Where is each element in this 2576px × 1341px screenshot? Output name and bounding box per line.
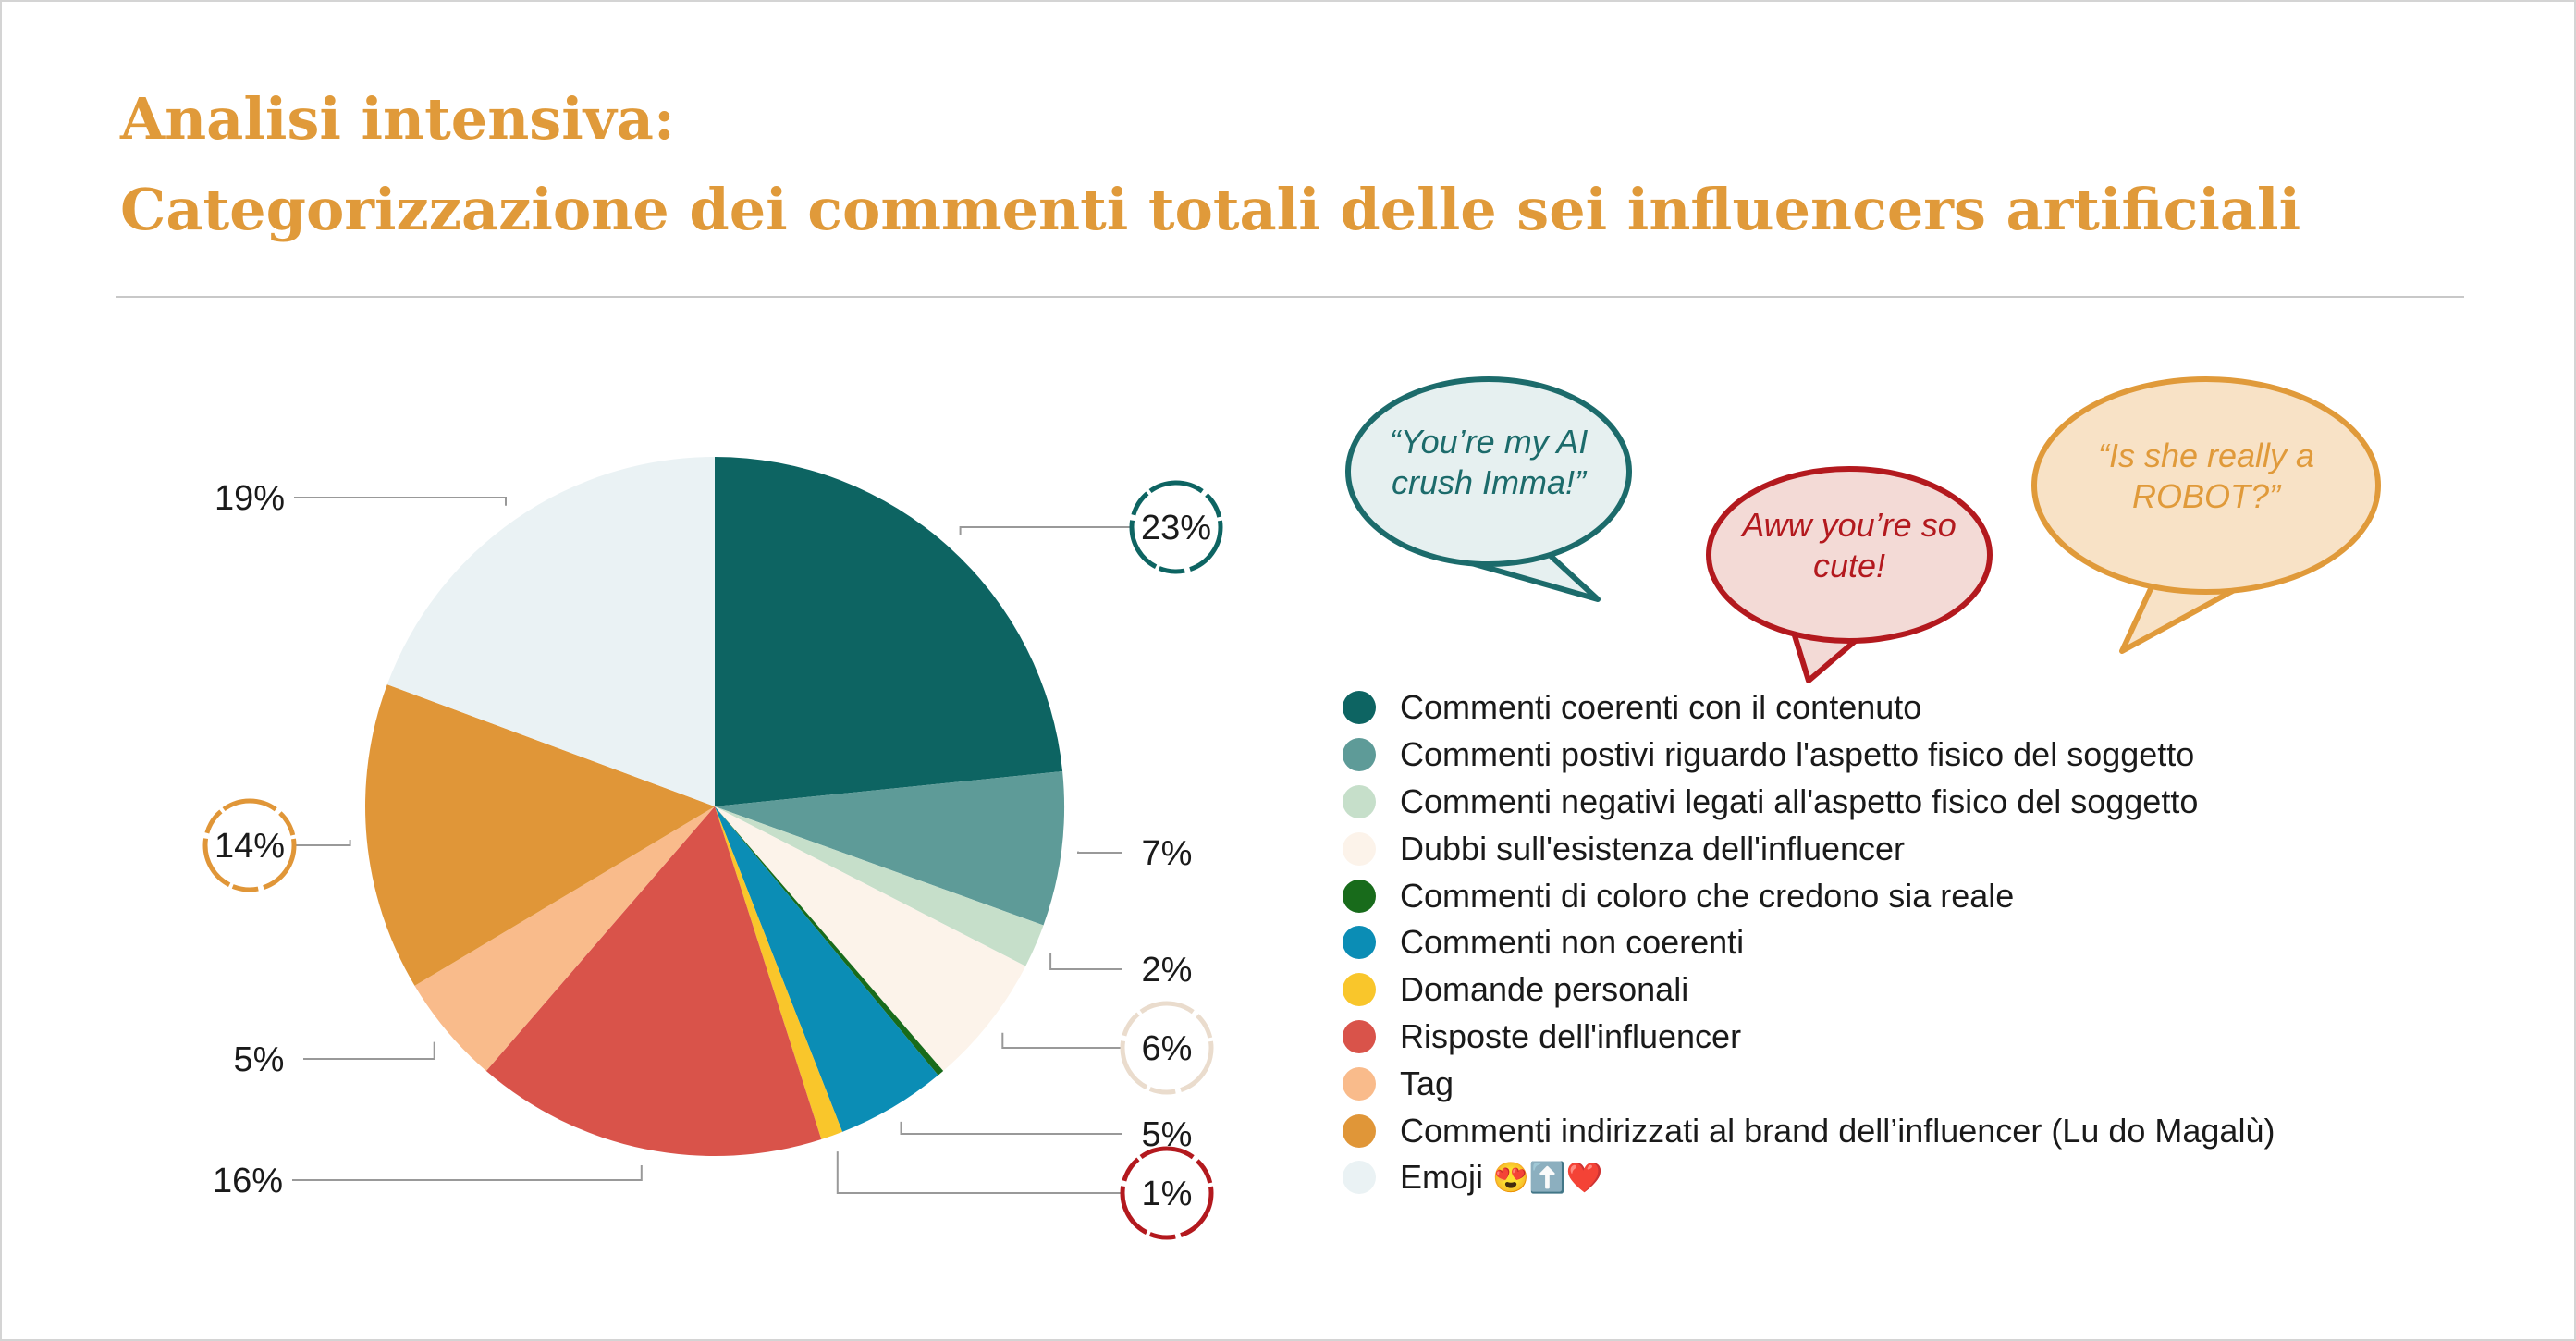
pie-slice xyxy=(365,684,715,986)
data-label: 7% xyxy=(1142,834,1193,873)
legend-item: Tag xyxy=(1343,1060,2275,1107)
legend-swatch xyxy=(1343,1066,1376,1101)
leader-line xyxy=(836,1151,1122,1194)
pie-slice xyxy=(715,806,843,1139)
data-label: 23% xyxy=(1141,509,1211,547)
legend-item: Commenti coerenti con il contenuto xyxy=(1343,684,2275,732)
legend-label: Commenti di coloro che credono sia reale xyxy=(1400,876,2015,915)
legend-label: Dubbi sull'esistenza dell'influencer xyxy=(1400,829,1906,867)
leader-line xyxy=(1001,1032,1122,1049)
legend-swatch xyxy=(1343,973,1376,1007)
data-label: 2% xyxy=(1142,951,1193,990)
pie-slice xyxy=(715,806,1044,966)
pie-slice xyxy=(715,806,938,1132)
data-label: 14% xyxy=(215,827,285,866)
legend-swatch xyxy=(1343,738,1376,772)
leader-line xyxy=(900,1121,1122,1135)
legend-label: Emoji xyxy=(1400,1158,1484,1197)
data-label: 5% xyxy=(234,1040,285,1079)
leader-lines xyxy=(292,497,1132,1194)
pie-slice xyxy=(715,457,1063,806)
legend-item: Risposte dell'influencer xyxy=(1343,1014,2275,1061)
title-divider xyxy=(116,296,2464,298)
highlight-circle xyxy=(202,798,297,892)
legend-swatch xyxy=(1343,831,1376,866)
chart-title: Analisi intensiva: xyxy=(120,85,675,153)
data-label: 19% xyxy=(215,479,285,518)
highlight-circle xyxy=(1120,1001,1214,1095)
bubble-text: ROBOT?” xyxy=(2132,477,2282,515)
legend-swatch xyxy=(1343,1161,1376,1195)
pie-slice xyxy=(715,806,1026,1071)
bubble-text: “Is she really a xyxy=(2098,437,2314,474)
legend-label: Commenti indirizzati al brand dell’influ… xyxy=(1400,1111,2275,1150)
legend-label: Risposte dell'influencer xyxy=(1400,1016,1742,1055)
pie-slice xyxy=(386,457,715,806)
label-highlight-circles xyxy=(202,480,1223,1240)
leader-line xyxy=(1049,953,1122,970)
legend-label: Commenti postivi riguardo l'aspetto fisi… xyxy=(1400,735,2195,774)
legend-swatch xyxy=(1343,926,1376,960)
legend-swatch xyxy=(1343,1113,1376,1148)
legend-item: Commenti non coerenti xyxy=(1343,919,2275,966)
leader-line xyxy=(303,1041,435,1060)
bubble-text: “You’re my AI xyxy=(1390,423,1589,461)
legend-label: Commenti non coerenti xyxy=(1400,923,1745,962)
bubble-text: Aww you’re so xyxy=(1740,506,1956,544)
data-label: 1% xyxy=(1142,1175,1193,1213)
legend-label: Commenti coerenti con il contenuto xyxy=(1400,688,1922,727)
legend-item: Domande personali xyxy=(1343,966,2275,1014)
legend-item: Emoji 😍⬆️❤️ xyxy=(1343,1154,2275,1201)
leader-line xyxy=(1077,851,1122,854)
legend-label: Commenti negativi legati all'aspetto fis… xyxy=(1400,781,2199,820)
leader-line xyxy=(294,840,351,846)
emoji-icons: 😍⬆️❤️ xyxy=(1492,1161,1603,1195)
legend-item: Dubbi sull'esistenza dell'influencer xyxy=(1343,825,2275,872)
highlight-circle xyxy=(1129,480,1223,574)
legend-swatch xyxy=(1343,879,1376,913)
pie-slices xyxy=(365,457,1065,1156)
leader-line xyxy=(294,497,507,506)
data-labels: 23% 7% 2% 6% 5% 1% 16% 5% 14% 19% xyxy=(213,479,1211,1213)
legend-swatch xyxy=(1343,784,1376,818)
highlight-circle xyxy=(1120,1146,1214,1240)
pie-slice xyxy=(715,771,1065,926)
leader-line xyxy=(959,526,1132,535)
bubble-text: cute! xyxy=(1813,547,1885,584)
data-label: 5% xyxy=(1142,1115,1193,1154)
legend-item: Commenti di coloro che credono sia reale xyxy=(1343,872,2275,919)
legend-swatch xyxy=(1343,1019,1376,1053)
chart-subtitle: Categorizzazione dei commenti totali del… xyxy=(120,176,2301,243)
data-label: 16% xyxy=(213,1162,283,1200)
pie-slice xyxy=(414,806,715,1071)
leader-line xyxy=(292,1165,643,1181)
legend-swatch xyxy=(1343,691,1376,725)
pie-slice xyxy=(715,806,944,1076)
legend-item: Commenti indirizzati al brand dell’influ… xyxy=(1343,1107,2275,1154)
bubble-text: crush Imma!” xyxy=(1392,463,1588,501)
legend-item: Commenti negativi legati all'aspetto fis… xyxy=(1343,779,2275,826)
chart-legend: Commenti coerenti con il contenuto Commen… xyxy=(1343,684,2275,1201)
legend-label: Tag xyxy=(1400,1064,1454,1102)
pie-slice xyxy=(485,806,822,1156)
legend-item: Commenti postivi riguardo l'aspetto fisi… xyxy=(1343,732,2275,779)
legend-label: Domande personali xyxy=(1400,970,1689,1009)
data-label: 6% xyxy=(1142,1029,1193,1068)
